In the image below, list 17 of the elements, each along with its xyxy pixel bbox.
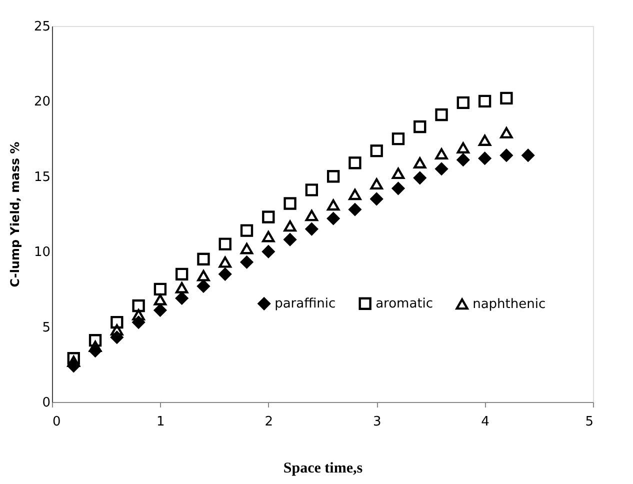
legend-label: paraffinic bbox=[274, 296, 336, 312]
x-axis-title: Space time,s bbox=[283, 460, 363, 476]
y-tick-label: 10 bbox=[34, 245, 50, 260]
y-tick-label: 25 bbox=[34, 20, 50, 34]
y-axis-title: C-lump Yield, mass % bbox=[8, 142, 22, 288]
x-tick-label: 2 bbox=[264, 414, 274, 430]
y-tick-label: 20 bbox=[34, 94, 50, 110]
x-tick-label: 4 bbox=[481, 414, 490, 430]
x-tick-label: 0 bbox=[52, 414, 61, 430]
x-tick-label: 3 bbox=[372, 414, 382, 430]
y-tick-label: 15 bbox=[34, 170, 50, 185]
legend-label: aromatic bbox=[376, 296, 434, 312]
y-tick-label: 0 bbox=[42, 396, 50, 410]
y-tick-label: 5 bbox=[42, 320, 50, 336]
legend-label: naphthenic bbox=[472, 297, 546, 312]
x-tick-label: 5 bbox=[585, 414, 594, 430]
x-tick-label: 1 bbox=[156, 414, 165, 430]
